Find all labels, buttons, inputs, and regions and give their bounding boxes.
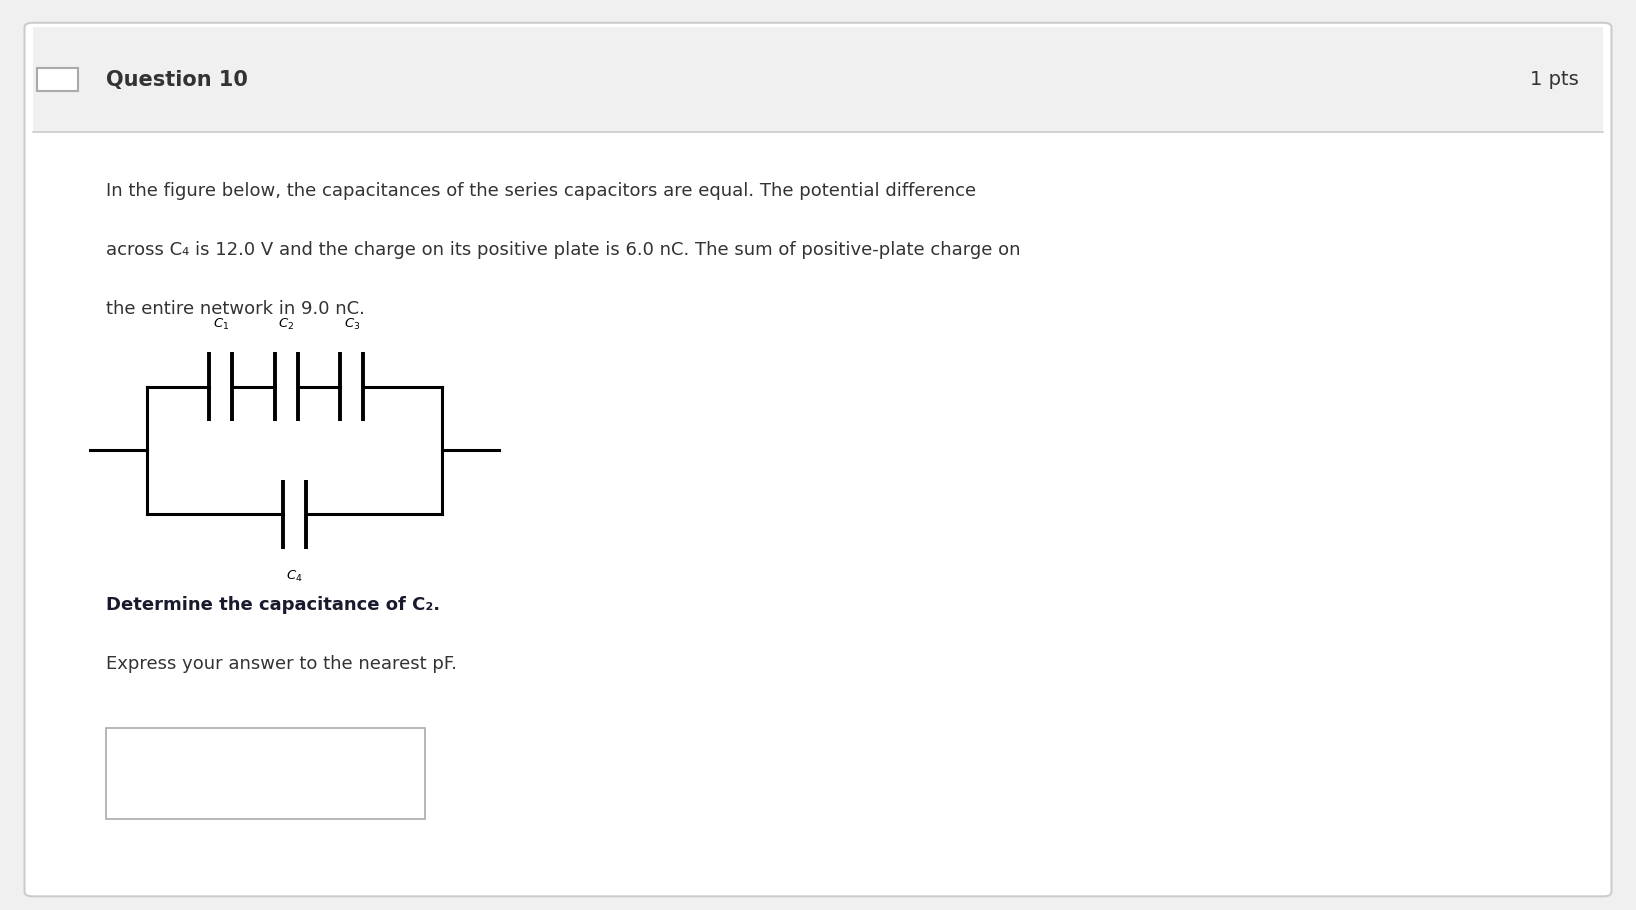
Text: $C_1$: $C_1$ [213, 317, 229, 332]
FancyBboxPatch shape [25, 23, 1611, 896]
Bar [106, 728, 425, 819]
Text: $C_4$: $C_4$ [286, 569, 303, 584]
Text: across C₄ is 12.0 V and the charge on its positive plate is 6.0 nC. The sum of p: across C₄ is 12.0 V and the charge on it… [106, 241, 1021, 259]
Bar [38, 68, 79, 91]
Text: $C_3$: $C_3$ [344, 317, 360, 332]
Text: Express your answer to the nearest pF.: Express your answer to the nearest pF. [106, 655, 458, 673]
Text: In the figure below, the capacitances of the series capacitors are equal. The po: In the figure below, the capacitances of… [106, 182, 977, 200]
Text: 1 pts: 1 pts [1530, 70, 1579, 89]
Text: Determine the capacitance of C₂.: Determine the capacitance of C₂. [106, 596, 440, 614]
Text: Question 10: Question 10 [106, 70, 249, 89]
Bar [33, 27, 1603, 132]
Text: $C_2$: $C_2$ [278, 317, 294, 332]
Text: the entire network in 9.0 nC.: the entire network in 9.0 nC. [106, 300, 365, 318]
